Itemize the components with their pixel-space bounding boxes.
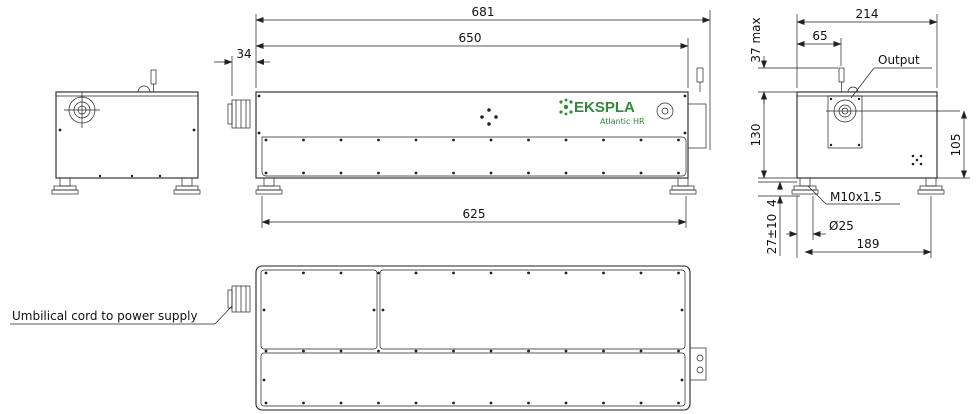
bolt [452,138,455,142]
bolt [639,401,643,405]
bolt [262,308,266,312]
bolt [452,171,455,175]
dim-37-max: 37 max [749,17,763,62]
bolt [639,271,643,275]
bolt [639,349,643,353]
bolt [677,138,680,142]
bolt [683,131,687,135]
bolt [527,349,530,353]
logo-model: Atlantic HR [600,117,645,126]
bolt [302,401,305,405]
dim-34: 34 [236,47,251,61]
bolt [377,138,380,142]
bolt [257,94,261,98]
bolt [339,138,343,142]
dim-681: 681 [472,5,495,19]
bolt [677,349,680,353]
dim-214: 214 [856,7,879,21]
bolt [489,271,493,275]
bolt [677,401,680,405]
bolt [564,349,568,353]
left-end-view [51,69,201,195]
bolt [639,138,643,142]
ekspla-logo: EKSPLA Atlantic HR [559,98,645,126]
dim-625: 625 [463,207,486,221]
bolt [264,401,268,405]
bolt [377,349,380,353]
bolt [489,401,493,405]
bolt [683,94,687,98]
bolt [264,171,268,175]
dim-4: 4 [765,199,779,207]
logo-brand: EKSPLA [574,99,635,116]
bolt [680,378,684,382]
bolt [452,349,455,353]
bolt [339,401,343,405]
bolt [377,271,380,275]
bolt [414,138,418,142]
bolt [527,171,530,175]
label-output: Output [878,53,920,67]
bolt [602,171,605,175]
bolt [602,138,605,142]
bolt [302,171,305,175]
bolt [452,401,455,405]
dim-dia-25: Ø25 [829,219,854,233]
bolt [564,138,568,142]
dim-65: 65 [812,29,827,43]
right-end-view: 214 65 37 max 130 105 4 27±10 Ø25 [749,7,970,258]
label-umbilical: Umbilical cord to power supply [12,309,198,323]
bolt [452,271,455,275]
bolt [489,138,493,142]
dim-105: 105 [949,134,963,157]
fan-icon [911,154,923,166]
bolt [677,271,680,275]
bolt [414,401,418,405]
bolt [527,271,530,275]
logo-flower-icon [559,98,573,116]
bolt [302,138,305,142]
bolt [564,401,568,405]
dim-130: 130 [749,124,763,147]
bolt [489,171,493,175]
bolt [302,349,305,353]
label-m10: M10x1.5 [830,190,882,204]
bolt [257,131,261,135]
bolt [262,378,266,382]
bolt [602,401,605,405]
bolt [639,171,643,175]
bolt [489,349,493,353]
bolt [339,349,343,353]
bolt [564,171,568,175]
bolt [372,308,376,312]
bolt [339,271,343,275]
dim-189: 189 [857,237,880,251]
bolt [414,271,418,275]
bolt [602,349,605,353]
bolt [677,171,680,175]
bolt [264,138,268,142]
bolt [680,308,684,312]
dim-27: 27±10 [765,214,779,255]
bolt [414,349,418,353]
bolt [339,171,343,175]
front-view: EKSPLA Atlantic HR 681 650 34 [214,5,711,228]
bolt [414,171,418,175]
bolt [302,271,305,275]
bolt [264,271,268,275]
bolt [564,271,568,275]
top-view: Umbilical cord to power supply [10,265,707,411]
bolt [264,349,268,353]
bolt [602,271,605,275]
bolt [381,308,385,312]
bolt [527,401,530,405]
dim-650: 650 [459,31,482,45]
bolt [527,138,530,142]
bolt [377,171,380,175]
bolt [377,401,380,405]
